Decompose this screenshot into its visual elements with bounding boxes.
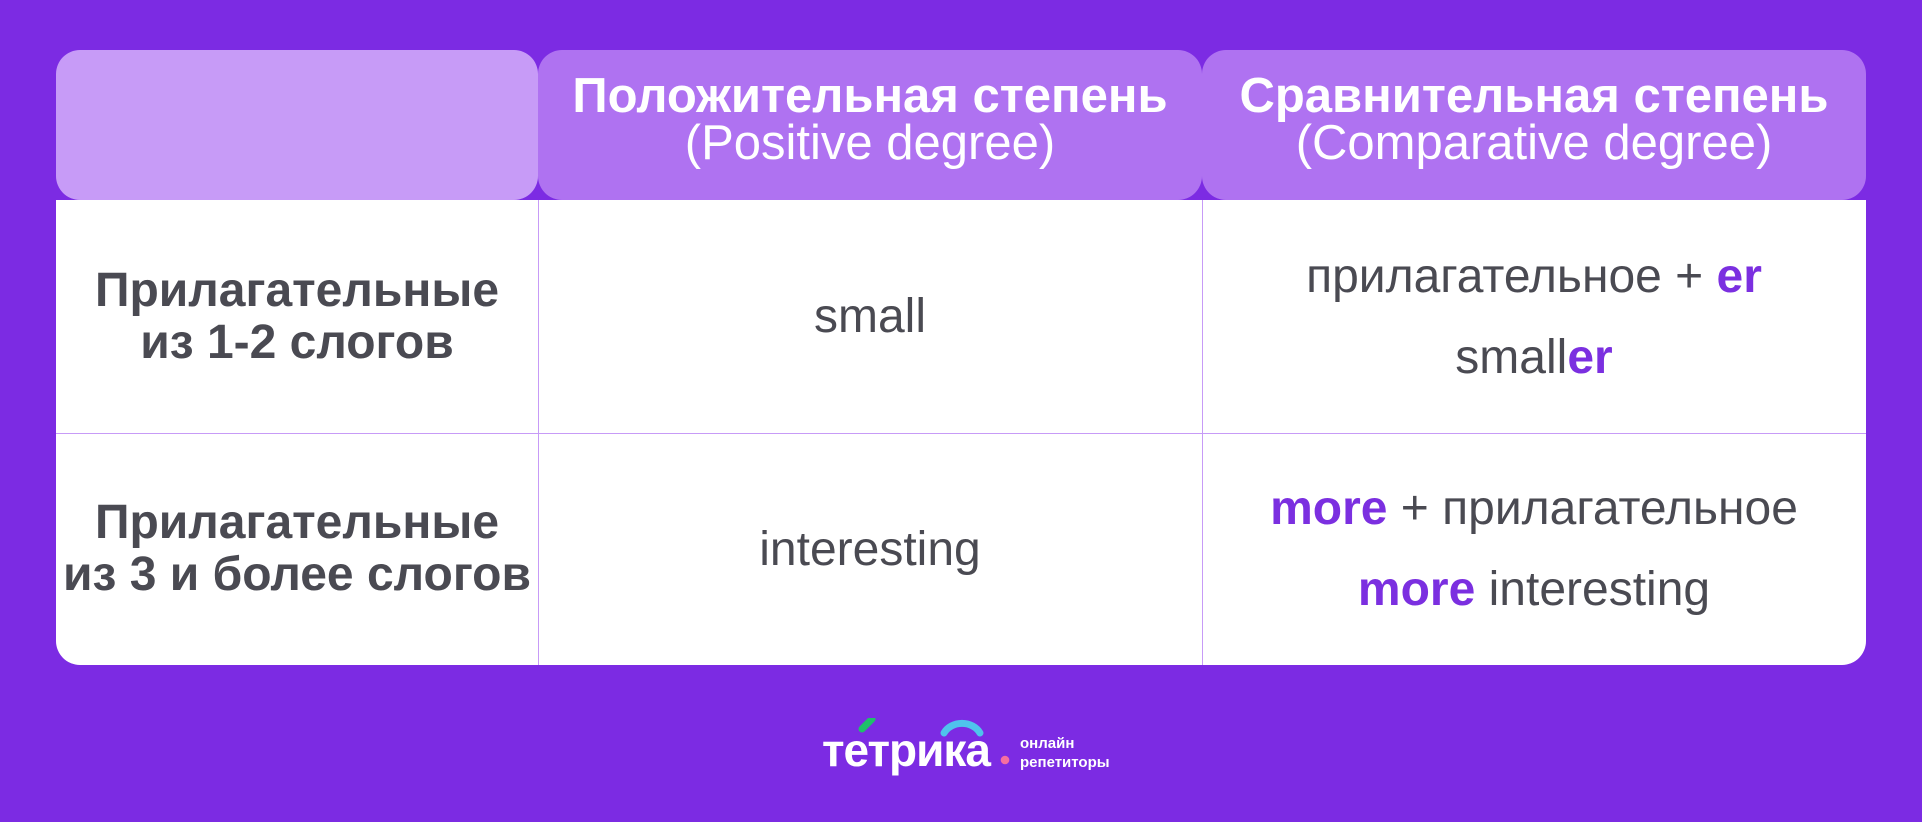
svg-text:репетиторы: репетиторы bbox=[1020, 754, 1110, 771]
svg-text:тетрика: тетрика bbox=[822, 724, 991, 776]
svg-text:онлайн: онлайн bbox=[1020, 735, 1074, 752]
